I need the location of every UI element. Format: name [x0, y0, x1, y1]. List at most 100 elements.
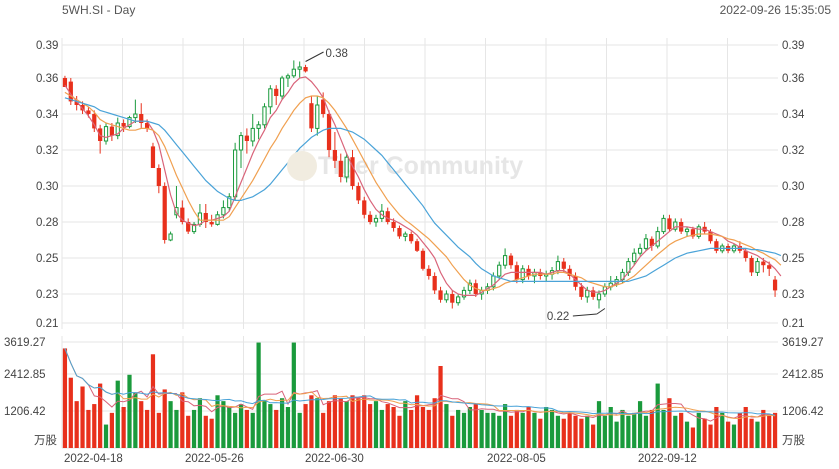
volume-bar [309, 395, 314, 448]
volume-bar [115, 380, 120, 448]
volume-bar [156, 412, 161, 448]
volume-bar [467, 406, 472, 448]
volume-ma-lines [64, 348, 776, 422]
volume-bar [679, 412, 684, 448]
volume-bar [303, 404, 308, 448]
volume-bar [203, 415, 208, 448]
candle-body [139, 114, 144, 123]
volume-bar [297, 412, 302, 448]
volume-bar [526, 406, 531, 448]
volume-bar [268, 404, 273, 448]
candle-body [714, 241, 719, 251]
grid-lines [61, 38, 778, 449]
candle-body [203, 213, 208, 222]
volume-bar [409, 409, 414, 448]
candle-body [233, 149, 238, 198]
volume-bar [485, 412, 490, 448]
watermark-logo [287, 151, 317, 181]
volume-bar [162, 389, 167, 448]
volume-bar [690, 427, 696, 448]
volume-bar [356, 398, 361, 448]
volume-bar [591, 424, 596, 448]
watermark-text: Tiger Community [318, 152, 523, 180]
candle-body [520, 268, 525, 281]
candle-body [133, 113, 138, 119]
volume-bar [291, 342, 296, 448]
volume-bar [743, 406, 748, 448]
volume-bar [667, 398, 672, 448]
volume-bar [109, 412, 114, 448]
ma-short-line [64, 76, 782, 296]
price-tick-left: 0.23 [36, 289, 58, 301]
candle-body [684, 228, 690, 233]
volume-bar [520, 412, 525, 448]
candle-body [168, 233, 173, 241]
candle-body [338, 160, 343, 177]
price-tick-right: 0.32 [782, 145, 804, 157]
volume-tick-left: 1206.42 [4, 406, 46, 418]
price-tick-right: 0.25 [782, 253, 804, 265]
volume-bar [344, 401, 349, 448]
volume-bar [68, 377, 73, 448]
candle-body [585, 289, 590, 298]
price-tick-left: 0.30 [36, 181, 58, 193]
price-tick-left: 0.39 [36, 40, 58, 52]
symbol-title: 5WH.SI - Day [62, 3, 136, 17]
volume-bar [755, 421, 760, 448]
volume-bar [98, 383, 103, 448]
volume-bar [191, 409, 197, 448]
candle-body [690, 229, 696, 237]
candle-body [444, 293, 449, 301]
volume-bar [450, 415, 455, 448]
volume-bar [549, 409, 555, 448]
volume-bar [426, 409, 431, 448]
candle-body [68, 81, 73, 102]
volume-bar [362, 395, 367, 448]
candle-body [596, 293, 602, 301]
volume-bar [80, 386, 85, 448]
date-tick: 2022-05-26 [185, 453, 244, 465]
price-tick-left: 0.25 [36, 253, 58, 265]
annotation-min-label: 0.22 [547, 311, 569, 323]
volume-bar [233, 412, 238, 448]
candle-body [268, 88, 273, 108]
candle-body [315, 104, 320, 129]
volume-bar [186, 415, 191, 448]
volume-bar [538, 418, 543, 448]
volume-ma-line [64, 348, 776, 422]
candle-body [115, 122, 120, 137]
volume-bar [373, 401, 379, 448]
candle-body [221, 207, 226, 216]
candle-body [86, 110, 91, 114]
candle-body [409, 234, 414, 242]
volume-bar [767, 415, 772, 448]
volume-bar [121, 406, 126, 448]
volume-bar [696, 412, 701, 448]
volume-bar [285, 406, 291, 448]
candle-body [209, 222, 214, 225]
volume-bar [391, 406, 396, 448]
candle-body [561, 261, 566, 269]
volume-bar [326, 401, 332, 448]
annotation-leader [305, 51, 324, 62]
volume-bar [139, 401, 144, 448]
candle-body [103, 126, 109, 142]
volume-bar [714, 406, 719, 448]
candle-body [186, 222, 191, 232]
candle-body [426, 268, 431, 276]
price-tick-right: 0.36 [782, 73, 804, 85]
volume-bar [332, 395, 338, 448]
volume-bar [502, 404, 508, 448]
volume-bar [491, 412, 496, 448]
volume-bar [643, 415, 649, 448]
volume-bar [614, 421, 619, 448]
date-tick: 2022-09-12 [638, 453, 697, 465]
price-tick-left: 0.34 [36, 109, 59, 121]
volume-bar [432, 398, 437, 448]
volume-bar [92, 404, 97, 448]
candle-body [743, 250, 748, 258]
date-tick: 2022-08-05 [487, 453, 546, 465]
volume-bar [761, 409, 766, 448]
volume-bar [632, 412, 637, 448]
